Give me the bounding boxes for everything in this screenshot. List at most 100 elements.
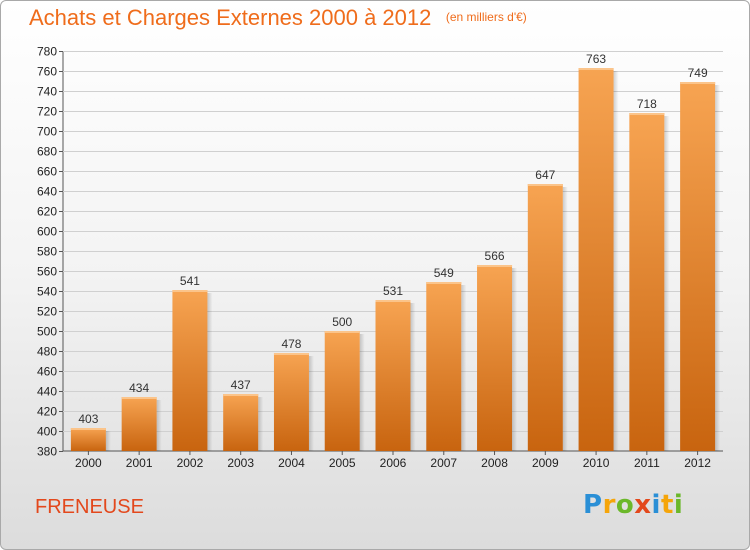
data-label: 403 (78, 412, 98, 426)
y-tick-label: 620 (37, 205, 57, 219)
bar-shadow (562, 187, 568, 451)
bar-highlight (223, 394, 259, 396)
x-tick-label: 2005 (329, 456, 356, 470)
y-tick-label: 780 (37, 45, 57, 59)
y-tick-label: 400 (37, 425, 57, 439)
bar-2012 (680, 82, 716, 451)
x-tick-label: 2008 (481, 456, 508, 470)
y-tick-label: 520 (37, 305, 57, 319)
x-axis-ticks: 2000 2001 2002 2003 2004 2005 2006 2007 2008 2009… (75, 451, 711, 470)
bar-highlight (426, 282, 462, 284)
bar-shadow (258, 397, 264, 451)
data-label: 541 (180, 274, 200, 288)
y-tick-label: 760 (37, 65, 57, 79)
proxiti-logo: Proxiti (583, 490, 683, 520)
bar-highlight (273, 353, 309, 355)
y-tick-label: 700 (37, 125, 57, 139)
y-tick-label: 660 (37, 165, 57, 179)
data-label: 434 (129, 381, 149, 395)
bar-2004 (273, 353, 309, 451)
bar-2009 (527, 184, 563, 451)
logo-letter: x (634, 490, 652, 520)
bar-shadow (156, 400, 162, 451)
y-axis-ticks: 380 400 420 440 460 480 500 520 540 560 580 600 620 6… (37, 45, 63, 459)
bar-layer (70, 68, 721, 451)
bar-shadow (359, 334, 365, 451)
bar-shadow (461, 285, 467, 451)
x-tick-label: 2002 (177, 456, 204, 470)
x-tick-label: 2007 (430, 456, 457, 470)
y-tick-label: 420 (37, 405, 57, 419)
data-label: 566 (485, 249, 505, 263)
bar-shadow (664, 116, 670, 451)
bar-2002 (172, 290, 208, 451)
data-label: 478 (281, 337, 301, 351)
bar-shadow (613, 71, 619, 451)
y-tick-label: 460 (37, 365, 57, 379)
data-label: 549 (434, 266, 454, 280)
y-tick-label: 560 (37, 265, 57, 279)
bar-2006 (375, 300, 411, 451)
data-label: 531 (383, 284, 403, 298)
x-tick-label: 2003 (227, 456, 254, 470)
data-label: 500 (332, 315, 352, 329)
logo-letter: o (615, 490, 635, 520)
bar-highlight (121, 397, 157, 399)
bar-shadow (308, 356, 314, 451)
bar-highlight (70, 428, 106, 430)
y-tick-label: 680 (37, 145, 57, 159)
x-tick-label: 2006 (380, 456, 407, 470)
logo-letter: i (651, 490, 661, 520)
bar-highlight (375, 300, 411, 302)
chart-title: Achats et Charges Externes 2000 à 2012 (29, 5, 432, 30)
data-labels: 403 434 541 437 478 500 531 549 566 647 763 718 749 (78, 52, 708, 426)
bar-2003 (223, 394, 259, 451)
x-tick-label: 2001 (126, 456, 153, 470)
bar-shadow (207, 293, 213, 451)
bar-highlight (172, 290, 208, 292)
bar-highlight (680, 82, 716, 84)
bar-highlight (527, 184, 563, 186)
bar-highlight (629, 113, 665, 115)
y-tick-label: 740 (37, 85, 57, 99)
y-tick-label: 640 (37, 185, 57, 199)
y-tick-label: 440 (37, 385, 57, 399)
x-tick-label: 2004 (278, 456, 305, 470)
logo-letter: r (602, 490, 616, 520)
y-tick-label: 720 (37, 105, 57, 119)
logo-letter: P (583, 490, 603, 520)
y-tick-label: 540 (37, 285, 57, 299)
data-label: 437 (231, 378, 251, 392)
x-tick-label: 2012 (684, 456, 711, 470)
bar-shadow (715, 85, 721, 451)
y-tick-label: 380 (37, 445, 57, 459)
bar-2010 (578, 68, 614, 451)
data-label: 749 (688, 66, 708, 80)
bar-highlight (324, 331, 360, 333)
y-tick-label: 480 (37, 345, 57, 359)
bar-2001 (121, 397, 157, 451)
bar-highlight (477, 265, 513, 267)
x-tick-label: 2010 (583, 456, 610, 470)
data-label: 718 (637, 97, 657, 111)
bar-2000 (70, 428, 106, 451)
data-label: 763 (586, 52, 606, 66)
bar-shadow (410, 303, 416, 451)
logo-letter: t (660, 490, 674, 520)
logo-letter: i (673, 490, 684, 520)
bar-2007 (426, 282, 462, 451)
bar-2011 (629, 113, 665, 451)
place-name: FRENEUSE (35, 496, 144, 518)
bar-shadow (512, 268, 518, 451)
y-tick-label: 580 (37, 245, 57, 259)
bar-shadow (105, 431, 111, 451)
bar-2008 (477, 265, 513, 451)
bar-highlight (578, 68, 614, 70)
bar-2005 (324, 331, 360, 451)
x-tick-label: 2009 (532, 456, 559, 470)
x-tick-label: 2000 (75, 456, 102, 470)
data-label: 647 (535, 168, 555, 182)
y-tick-label: 500 (37, 325, 57, 339)
